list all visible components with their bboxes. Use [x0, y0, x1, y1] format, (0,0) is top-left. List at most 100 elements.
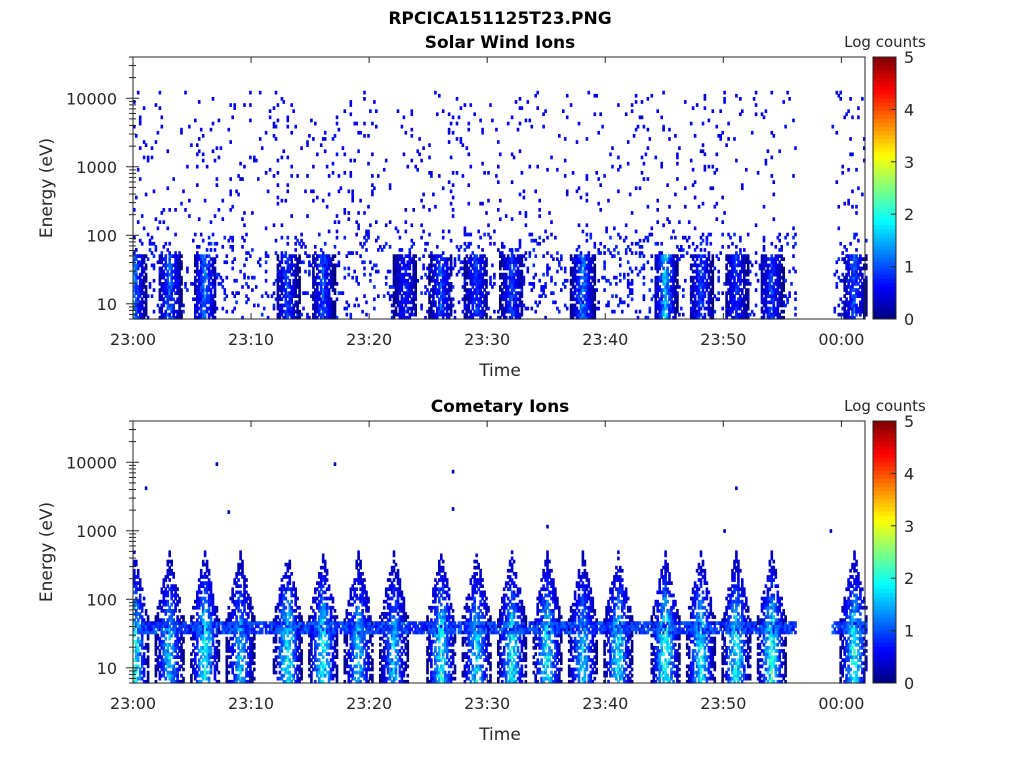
- heatmap-cell: [662, 278, 665, 283]
- heatmap-cell: [656, 198, 659, 203]
- heatmap-cell: [296, 174, 299, 178]
- heatmap-cell: [670, 285, 673, 289]
- heatmap-cell: [853, 257, 856, 261]
- heatmap-cell: [329, 300, 333, 305]
- heatmap-cell: [424, 291, 427, 295]
- heatmap-cell: [176, 661, 179, 666]
- heatmap-cell: [182, 649, 185, 653]
- heatmap-cell: [668, 297, 671, 302]
- heatmap-cell: [737, 278, 740, 283]
- heatmap-cell: [772, 257, 776, 261]
- heatmap-cell: [668, 127, 671, 132]
- heatmap-cell: [479, 312, 482, 317]
- heatmap-cell: [168, 587, 171, 592]
- heatmap-cell: [308, 260, 311, 265]
- heatmap-cell: [211, 263, 215, 268]
- y-tick-label: 10: [97, 295, 117, 314]
- heatmap-cell: [760, 278, 764, 283]
- heatmap-cell: [408, 266, 412, 271]
- heatmap-cell: [404, 208, 408, 212]
- heatmap-cell: [469, 297, 473, 302]
- heatmap-cell: [495, 127, 498, 132]
- heatmap-cell: [687, 235, 691, 240]
- heatmap-cell: [642, 282, 646, 286]
- heatmap-cell: [510, 275, 514, 280]
- heatmap-cell: [461, 266, 465, 271]
- heatmap-cell: [323, 297, 327, 302]
- heatmap-cell: [144, 646, 148, 650]
- heatmap-cell: [473, 275, 476, 280]
- heatmap-cell: [178, 278, 181, 283]
- heatmap-cell: [853, 297, 856, 302]
- heatmap-cell: [459, 137, 463, 141]
- heatmap-cell: [243, 103, 246, 107]
- heatmap-cell: [371, 121, 374, 126]
- heatmap-cell: [217, 208, 221, 212]
- heatmap-cell: [534, 238, 537, 243]
- heatmap-cell: [176, 278, 179, 283]
- heatmap-cell: [174, 673, 177, 678]
- heatmap-cell: [394, 306, 398, 311]
- heatmap-cell: [544, 282, 547, 286]
- heatmap-cell: [473, 300, 476, 305]
- heatmap-cell: [345, 300, 349, 305]
- colorbar-tick-label: 0: [904, 310, 914, 329]
- heatmap-cell: [140, 658, 144, 662]
- heatmap-cell: [654, 294, 658, 298]
- heatmap-cell: [725, 297, 728, 302]
- heatmap-cell: [699, 263, 703, 268]
- heatmap-cell: [467, 309, 471, 314]
- heatmap-cell: [473, 254, 476, 258]
- heatmap-cell: [323, 257, 327, 261]
- heatmap-cell: [504, 260, 508, 265]
- heatmap-cell: [441, 263, 445, 268]
- heatmap-cell: [150, 251, 154, 255]
- heatmap-cell: [682, 235, 685, 240]
- heatmap-cell: [729, 282, 732, 286]
- heatmap-cell: [518, 254, 522, 258]
- heatmap-cell: [624, 251, 628, 255]
- heatmap-cell: [689, 288, 693, 292]
- heatmap-cell: [306, 315, 309, 320]
- heatmap-cell: [499, 217, 502, 221]
- heatmap-cell: [508, 297, 512, 302]
- heatmap-cell: [363, 90, 366, 95]
- heatmap-cell: [518, 192, 522, 197]
- heatmap-cell: [294, 278, 297, 283]
- heatmap-cell: [162, 590, 166, 595]
- heatmap-cell: [597, 306, 600, 311]
- colorbar-segment: [873, 204, 896, 209]
- heatmap-cell: [142, 294, 146, 298]
- heatmap-cell: [304, 245, 307, 249]
- heatmap-cell: [430, 174, 433, 178]
- heatmap-cell: [174, 609, 177, 613]
- heatmap-cell: [412, 241, 415, 246]
- heatmap-cell: [617, 251, 620, 255]
- heatmap-cell: [174, 670, 177, 675]
- heatmap-cell: [628, 291, 632, 295]
- heatmap-cell: [863, 303, 866, 308]
- x-tick-label: 23:40: [582, 330, 628, 349]
- heatmap-cell: [154, 673, 158, 678]
- heatmap-cell: [440, 306, 443, 311]
- heatmap-cell: [743, 266, 746, 271]
- heatmap-cell: [778, 303, 781, 308]
- panel-title: Solar Wind Ions: [425, 33, 576, 53]
- heatmap-cell: [162, 275, 166, 280]
- heatmap-cell: [619, 297, 622, 302]
- heatmap-cell: [467, 306, 471, 311]
- heatmap-cell: [280, 235, 284, 240]
- colorbar-segment: [873, 97, 896, 103]
- heatmap-cell: [863, 288, 866, 292]
- heatmap-cell: [739, 312, 742, 317]
- heatmap-cell: [276, 312, 280, 317]
- heatmap-cell: [286, 303, 290, 308]
- heatmap-cell: [780, 300, 783, 305]
- heatmap-cell: [768, 294, 772, 298]
- heatmap-cell: [575, 140, 579, 144]
- heatmap-cell: [569, 291, 573, 295]
- heatmap-cell: [133, 572, 136, 576]
- heatmap-cell: [865, 303, 868, 308]
- heatmap-cell: [298, 257, 301, 261]
- heatmap-cell: [343, 109, 347, 113]
